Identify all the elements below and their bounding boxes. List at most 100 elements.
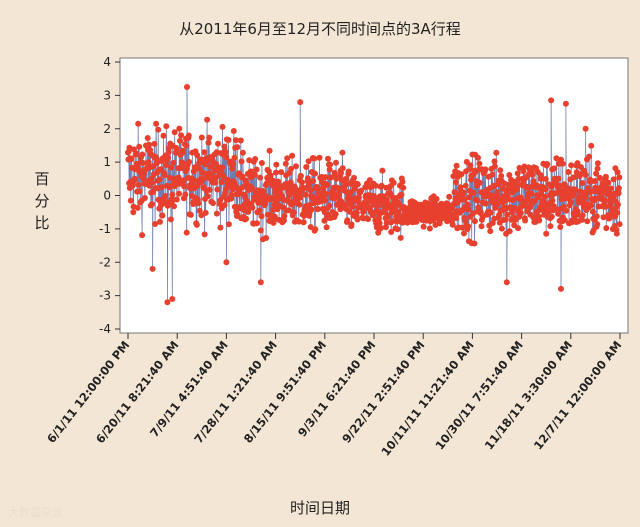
data-point [335,192,342,198]
data-point [217,224,224,231]
data-point [290,209,297,216]
data-point [394,226,401,233]
data-point [204,116,211,123]
data-point [232,137,239,144]
data-point [515,225,522,232]
data-point [446,193,453,200]
data-point [343,175,350,182]
data-point [238,158,245,165]
data-point [144,135,151,141]
data-point [155,126,162,133]
data-point [390,179,397,186]
data-point [219,123,226,130]
data-point [344,217,351,224]
data-point [542,186,549,193]
data-point [514,186,520,193]
data-point [187,211,194,218]
data-point [224,176,231,183]
data-point [509,197,516,203]
data-point [237,137,244,144]
data-point [482,166,489,173]
data-point [451,189,458,196]
data-point [517,210,524,216]
data-point [506,172,513,178]
data-point [163,162,169,168]
data-point [171,203,177,210]
data-point [169,296,176,302]
data-point [177,137,183,144]
data-point [597,174,603,181]
data-point [156,176,163,183]
data-point [504,211,511,218]
data-point [207,163,214,170]
data-point [605,179,612,186]
data-point [582,171,589,178]
data-point [225,137,232,143]
data-point [323,224,330,231]
data-point [210,200,216,207]
data-point [371,193,377,200]
x-tick-label: 8/15/11 9:51:40 PM [241,338,329,446]
data-point [297,99,304,106]
data-point [355,194,362,201]
data-point [429,204,435,211]
data-point [256,207,263,214]
data-point [522,198,529,205]
data-point [557,224,564,230]
data-point [167,216,174,223]
data-point [345,168,352,175]
data-point [260,188,267,194]
y-tick-label: 2 [103,122,111,136]
data-point [579,216,585,223]
data-point [146,141,153,148]
data-point [610,176,617,183]
data-point [400,184,407,191]
data-point [420,223,427,230]
data-point [186,158,193,165]
data-point [141,195,148,201]
data-point [497,167,504,174]
data-point [218,179,225,186]
data-point [201,149,208,156]
data-point [136,143,143,150]
data-point [176,125,183,132]
data-point [592,195,599,202]
data-point [176,190,182,197]
data-point [326,202,333,209]
data-point [322,174,329,181]
data-point [271,184,278,190]
data-point [316,154,323,161]
data-point [307,187,314,194]
data-point [257,174,264,181]
data-point [471,240,478,247]
data-point [315,185,322,192]
data-point [346,208,353,215]
data-point [579,212,586,219]
data-point [366,177,373,184]
data-point [489,171,496,178]
data-point [475,154,481,161]
data-point [180,177,187,184]
data-point [551,165,558,172]
data-point [140,160,147,166]
data-point [158,184,165,191]
data-point [559,160,566,167]
data-point [149,179,156,186]
data-point [195,200,202,207]
data-point [616,221,623,228]
data-point [574,208,581,215]
data-point [358,187,364,194]
data-point [542,176,549,182]
data-point [594,160,601,167]
data-point [328,174,335,181]
data-point [602,173,609,180]
data-point [353,209,360,216]
data-point [461,196,468,203]
data-point [149,265,156,272]
data-point [175,174,182,181]
data-point [170,159,177,166]
data-point [478,223,485,230]
data-point [589,208,596,215]
data-point [126,144,133,151]
watermark: 大数据杂谈 [8,506,63,519]
